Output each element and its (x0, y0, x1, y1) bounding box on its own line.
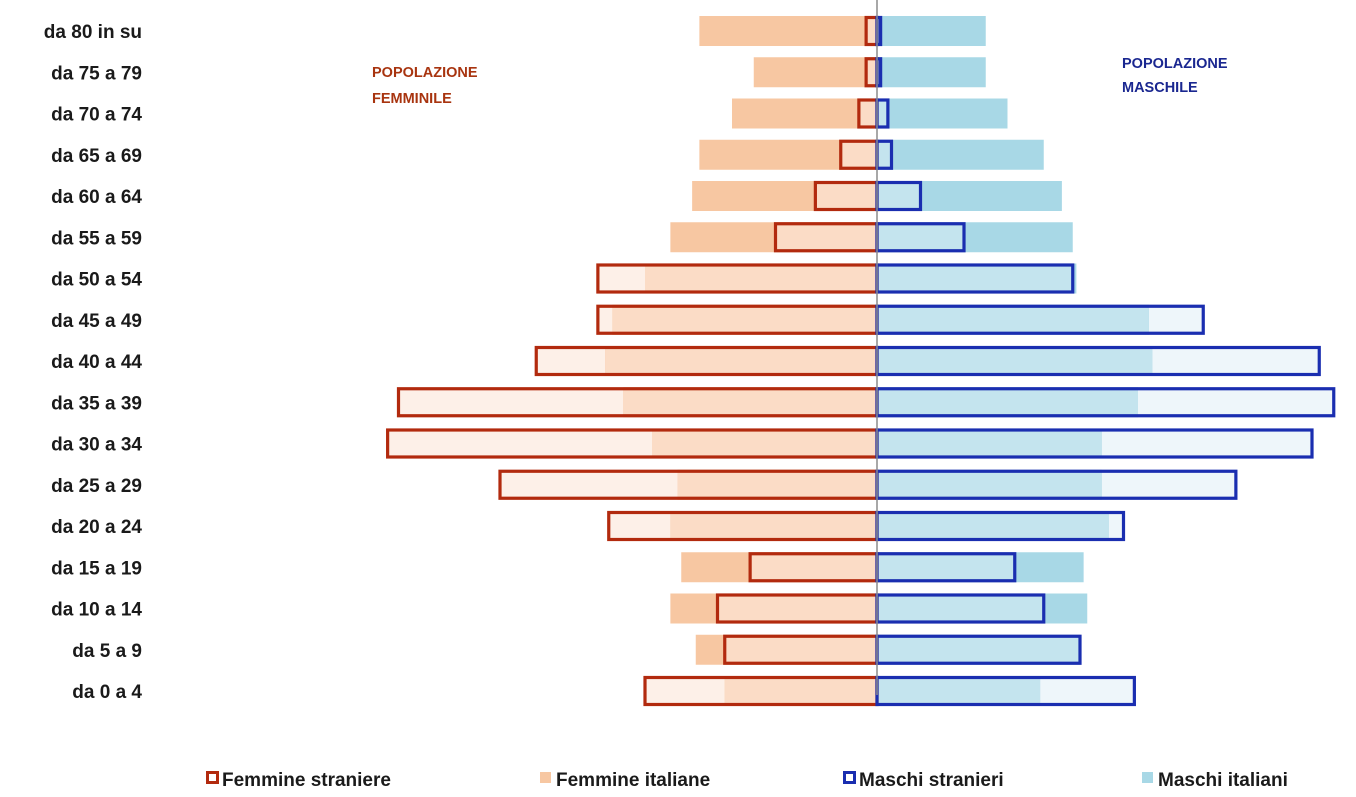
age-group-label: da 65 a 69 (51, 146, 142, 167)
female-overlap (652, 430, 877, 457)
age-group-label: da 70 a 74 (51, 105, 142, 126)
female-overlap (815, 182, 877, 210)
legend-swatch (206, 771, 219, 784)
age-group-label: da 75 a 79 (51, 63, 142, 84)
legend: Femmine straniere Femmine italiane Maschi … (206, 770, 1288, 791)
female-overlap (724, 636, 877, 664)
age-labels-group: da 80 in su da 75 a 79 da 70 a 74 da 65 a 6… (44, 22, 143, 703)
age-group-label: da 35 a 39 (51, 393, 142, 414)
female-overlap (750, 553, 877, 581)
female-overlap (858, 100, 877, 127)
female-overlap (724, 677, 877, 705)
age-group-label: da 55 a 59 (51, 228, 142, 249)
female-overlap (866, 17, 877, 45)
age-group-label: da 20 a 24 (51, 517, 142, 538)
right-title-line-2: MASCHILE (1122, 80, 1198, 96)
female-overlap (677, 471, 877, 499)
male-overlap (877, 306, 1149, 334)
legend-swatch (1142, 772, 1153, 783)
female-overlap (605, 347, 877, 375)
legend-label: Femmine straniere (222, 770, 391, 791)
male-overlap (877, 347, 1153, 375)
female-overlap (612, 306, 877, 334)
male-overlap (877, 223, 964, 251)
age-group-label: da 45 a 49 (51, 311, 142, 332)
male-overlap (877, 388, 1138, 416)
age-group-label: da 15 a 19 (51, 558, 142, 579)
male-overlap (877, 58, 881, 86)
legend-label: Maschi stranieri (859, 770, 1004, 791)
age-group-label: da 5 a 9 (72, 641, 142, 662)
age-group-label: da 0 a 4 (72, 682, 142, 703)
age-group-label: da 80 in su (44, 22, 142, 43)
male-overlap (877, 265, 1073, 292)
age-group-label: da 30 a 34 (51, 435, 142, 456)
male-overlap (877, 677, 1041, 705)
female-overlap (866, 58, 877, 86)
age-group-label: da 60 a 64 (51, 187, 142, 208)
female-overlap (717, 595, 877, 622)
female-overlap (775, 223, 877, 251)
female-italian-bar (732, 98, 877, 129)
male-overlap (877, 100, 888, 127)
age-group-label: da 40 a 44 (51, 352, 142, 373)
male-overlap (877, 182, 921, 210)
male-overlap (877, 553, 1015, 581)
male-italian-bar (877, 16, 986, 46)
male-overlap (877, 636, 1080, 664)
female-overlap (840, 141, 877, 169)
age-group-label: da 50 a 54 (51, 270, 142, 291)
legend-swatch (843, 771, 856, 784)
age-group-label: da 25 a 29 (51, 476, 142, 497)
right-title-line-1: POPOLAZIONE (1122, 56, 1228, 72)
bars-group (386, 15, 1336, 707)
female-overlap (670, 512, 877, 540)
male-italian-bar (877, 57, 986, 88)
male-overlap (877, 471, 1102, 499)
legend-label: Maschi italiani (1158, 770, 1288, 791)
male-overlap (877, 595, 1044, 622)
male-overlap (877, 512, 1109, 540)
legend-label: Femmine italiane (556, 770, 710, 791)
female-overlap (623, 388, 877, 416)
legend-swatch (540, 772, 551, 783)
female-overlap (645, 265, 877, 292)
male-italian-bar (877, 98, 1008, 129)
male-italian-bar (877, 139, 1044, 170)
male-overlap (877, 430, 1102, 457)
age-group-label: da 10 a 14 (51, 600, 142, 621)
left-title-line-2: FEMMINILE (372, 91, 452, 107)
male-overlap (877, 17, 881, 45)
female-italian-bar (699, 16, 877, 46)
male-overlap (877, 141, 892, 169)
female-italian-bar (753, 57, 877, 88)
left-title-line-1: POPOLAZIONE (372, 65, 478, 81)
